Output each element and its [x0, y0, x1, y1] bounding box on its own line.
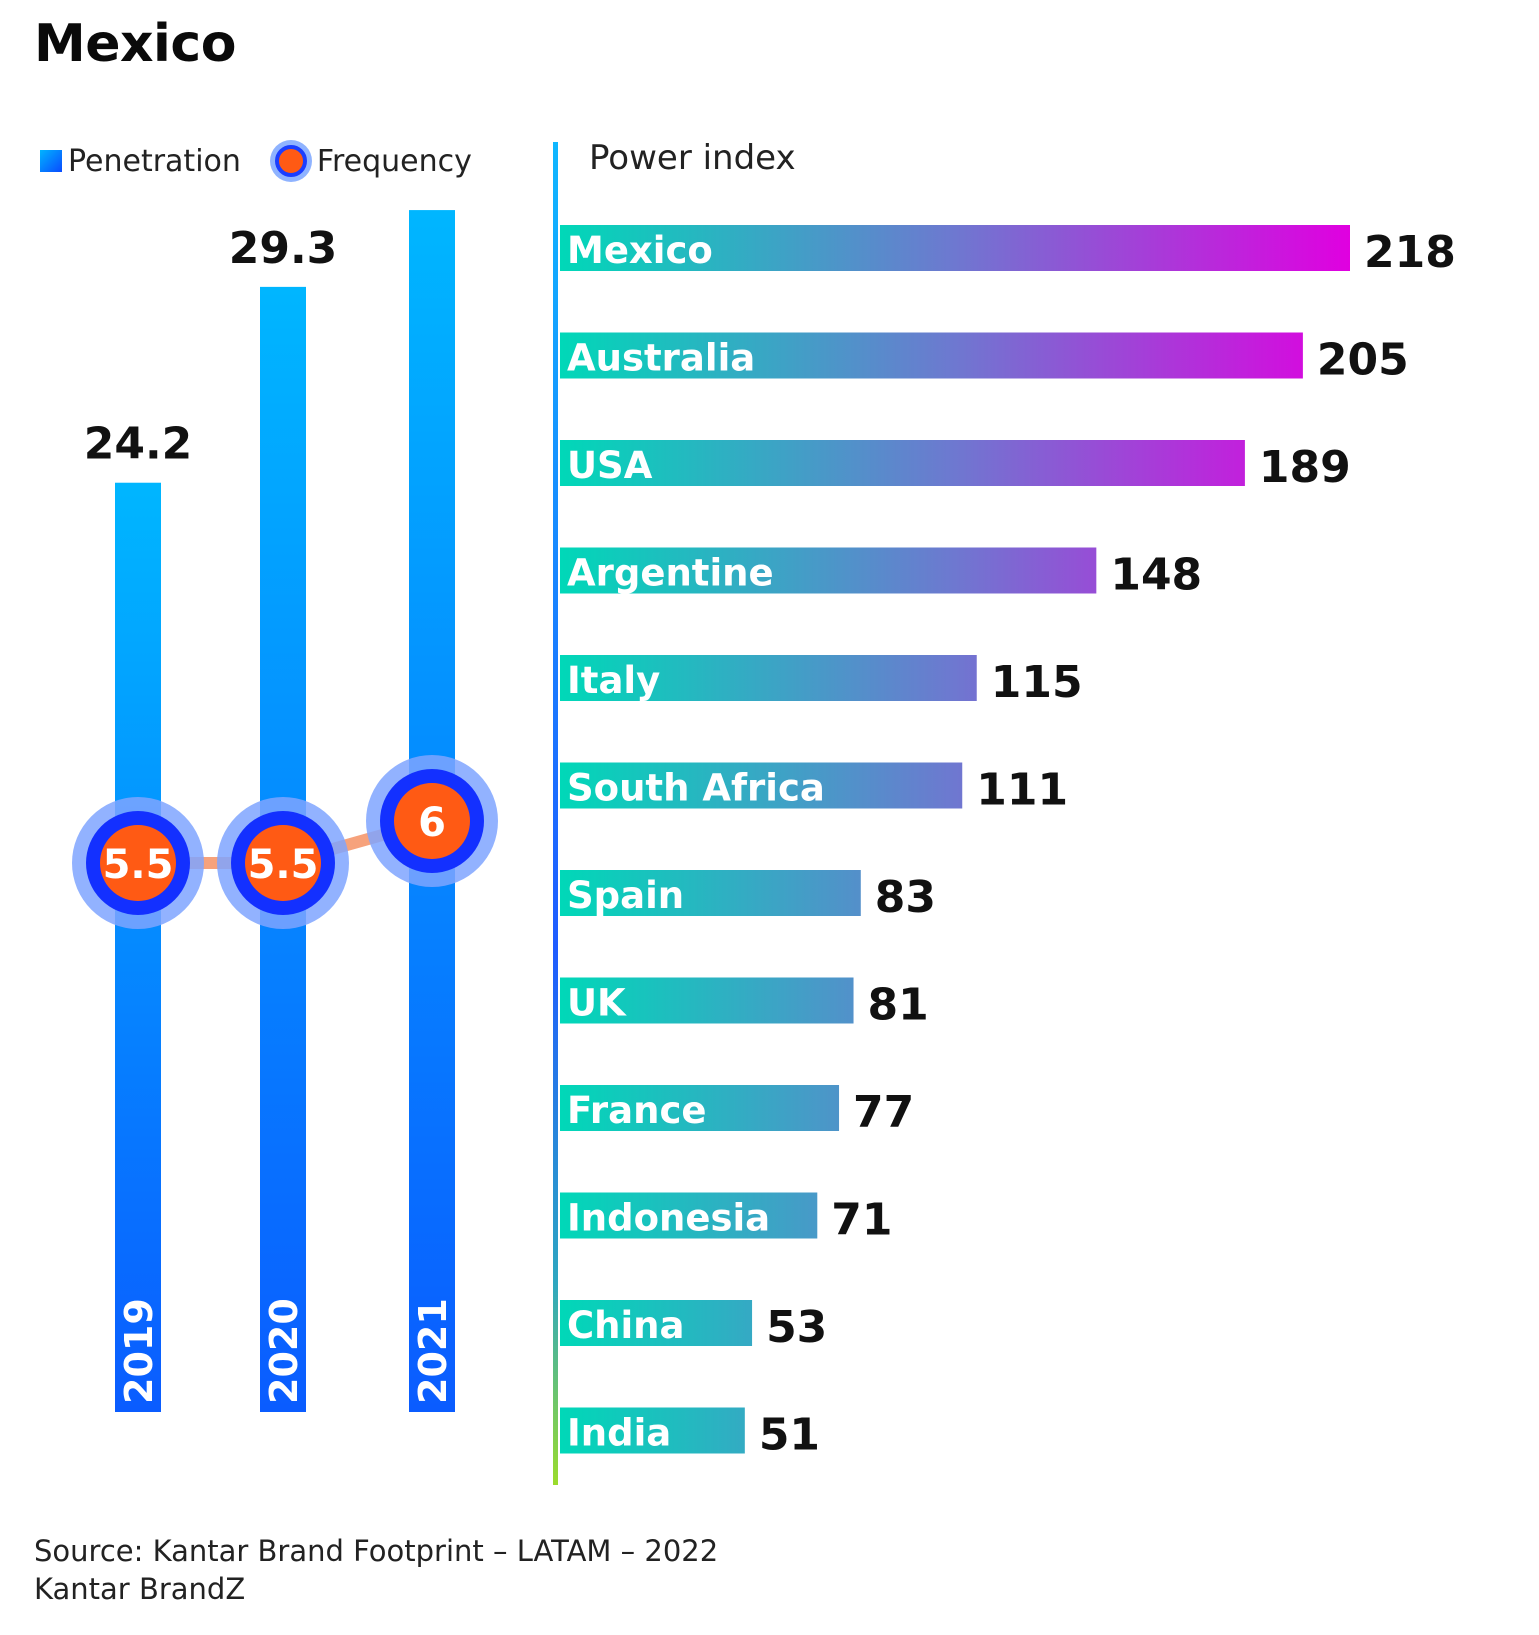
country-label: India [567, 1412, 671, 1455]
power-index-bar [560, 1407, 745, 1454]
country-label: France [567, 1089, 707, 1132]
country-label: Spain [567, 874, 684, 917]
penetration-legend-label: Penetration [68, 143, 241, 179]
penetration-bar [115, 482, 161, 1413]
country-label: South Africa [567, 767, 825, 810]
power-index-bar [560, 332, 1303, 379]
power-index-value-label: 111 [976, 765, 1068, 816]
country-label: UK [567, 982, 627, 1025]
country-label: Indonesia [567, 1197, 770, 1240]
country-label: USA [567, 444, 653, 487]
frequency-value-label: 5.5 [248, 842, 319, 888]
country-label: Argentine [567, 552, 774, 595]
power-index-bar [560, 1300, 753, 1346]
power-index-value-label: 189 [1259, 442, 1351, 493]
power-index-value-label: 51 [759, 1410, 820, 1461]
year-tick-label: 2020 [262, 1298, 306, 1404]
power-index-value-label: 83 [875, 872, 936, 923]
frequency-value-label: 6 [418, 800, 446, 846]
power-index-bar [560, 762, 963, 809]
power-index-title: Power index [589, 138, 796, 178]
country-label: Mexico [567, 229, 713, 272]
power-index-chart: Mexico 218 Australia 205 USA 189 Argentine 148 I… [560, 225, 1456, 1461]
frequency-value-label: 5.5 [103, 842, 174, 888]
country-label: China [567, 1304, 685, 1347]
power-index-bar [560, 977, 854, 1024]
source-line: Source: Kantar Brand Footprint – LATAM –… [34, 1534, 719, 1568]
frequency-marker [394, 783, 470, 859]
year-tick-label: 2019 [117, 1298, 161, 1404]
country-label: Australia [567, 337, 755, 380]
chart-legend: Penetration Frequency [40, 138, 472, 184]
country-label: Italy [567, 659, 660, 702]
power-index-bar [560, 655, 977, 701]
power-index-value-label: 81 [868, 980, 929, 1031]
penetration-value-label: 24.2 [84, 419, 193, 470]
source-note: Source: Kantar Brand Footprint – LATAM –… [34, 1532, 718, 1608]
power-index-bar [560, 1192, 818, 1239]
power-index-value-label: 71 [831, 1195, 892, 1246]
power-index-bar [560, 1085, 840, 1131]
brand-line: Kantar BrandZ [34, 1572, 246, 1606]
power-index-value-label: 205 [1317, 335, 1409, 386]
power-index-value-label: 115 [991, 657, 1083, 708]
page-title: Mexico [34, 14, 236, 74]
power-index-bar [560, 440, 1245, 486]
power-index-bar [560, 870, 861, 916]
frequency-marker [100, 825, 176, 901]
penetration-value-label: 29.3 [229, 223, 338, 274]
power-index-value-label: 53 [766, 1302, 827, 1353]
power-index-bar [560, 225, 1350, 271]
chart-divider [553, 142, 558, 1485]
power-index-value-label: 218 [1364, 227, 1456, 278]
frequency-legend-swatch [274, 145, 307, 177]
frequency-marker [245, 825, 321, 901]
power-index-value-label: 77 [853, 1087, 914, 1138]
penetration-legend-swatch [40, 150, 62, 172]
power-index-value-label: 148 [1110, 550, 1202, 601]
frequency-legend-label: Frequency [316, 143, 472, 179]
year-tick-label: 2021 [411, 1298, 455, 1404]
power-index-bar [560, 547, 1097, 594]
